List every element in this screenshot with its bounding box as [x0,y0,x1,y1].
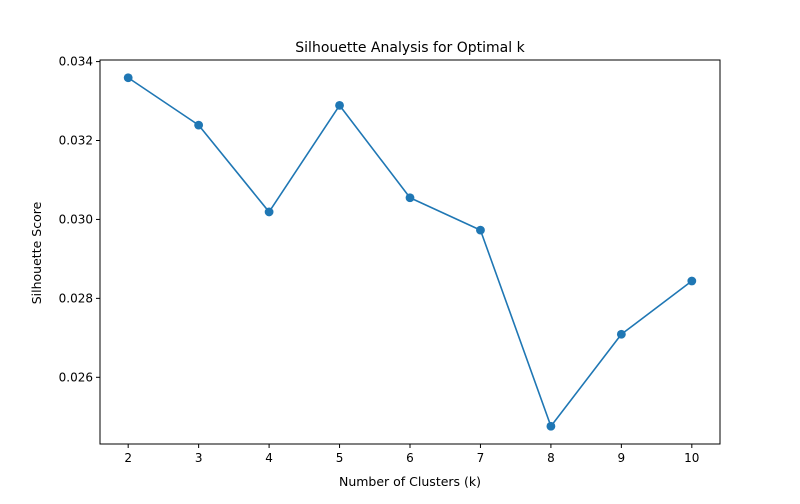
x-tick-label: 6 [406,451,414,465]
data-point [476,225,485,235]
y-tick-label: 0.034 [59,55,93,69]
x-tick-label: 3 [195,451,203,465]
data-point [546,421,556,431]
axes-frame [99,59,721,445]
plot-area: 2 3 4 5 6 7 8 9 10 0.026 0.028 0.030 0.032 0.034 [59,55,721,465]
y-tick-label: 0.030 [59,212,93,226]
chart-title: Silhouette Analysis for Optimal k [295,40,525,56]
data-point [687,276,697,286]
data-point [335,100,344,110]
y-tick-label: 0.032 [59,134,93,148]
x-tick-label: 2 [124,451,132,465]
y-axis-label: Silhouette Score [29,201,44,304]
x-axis-label: Number of Clusters (k) [339,474,481,489]
y-tick-label: 0.026 [59,370,93,384]
y-tick-label: 0.028 [59,291,93,305]
x-tick-label: 10 [684,451,699,465]
x-tick-label: 8 [547,451,555,465]
x-tick-label: 9 [618,451,626,465]
x-tick-label: 4 [265,451,273,465]
data-point [616,329,626,339]
data-point [194,120,204,130]
data-point [405,193,415,203]
data-point [264,207,274,217]
x-tick-label: 7 [477,451,485,465]
x-tick-label: 5 [336,451,344,465]
data-point [123,73,133,83]
